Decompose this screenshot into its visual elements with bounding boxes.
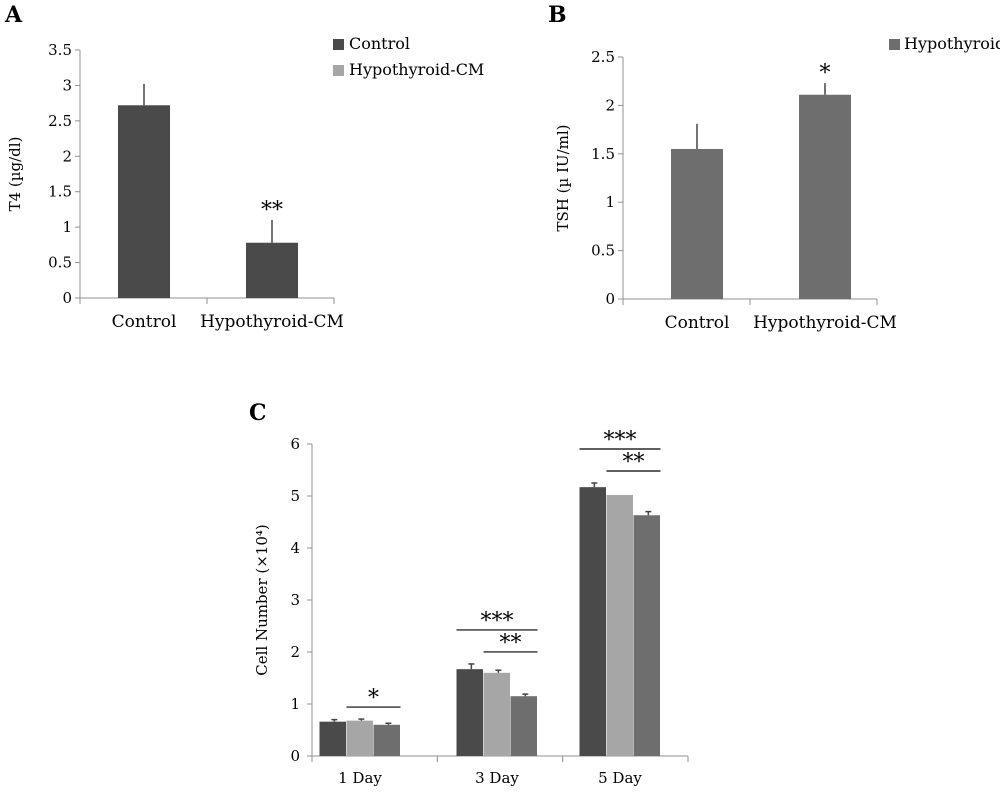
bar — [373, 724, 400, 756]
legend: Hypothyroid — [889, 34, 1000, 53]
y-tick-label: 1 — [62, 218, 72, 236]
y-tick-label: 1.5 — [48, 183, 72, 201]
y-tick-label: 0.5 — [591, 242, 615, 260]
panel-c: C 0 1 2 3 4 5 6 Cell Number (×10⁴) 1 Day 3 Day 5 Da… — [249, 400, 689, 787]
significance-label: *** — [481, 609, 514, 634]
y-tick-label: 6 — [290, 435, 300, 453]
panel-b: B 0 0.5 1 1.5 2 2.5 TSH (µ IU/ml) Control * Hypoth… — [548, 2, 1000, 333]
y-tick-label: 0 — [605, 290, 615, 308]
y-tick-label: 0 — [290, 747, 300, 765]
bar — [456, 669, 483, 756]
legend-label: Hypothyroid-CM — [349, 60, 484, 79]
legend-swatch — [333, 65, 344, 76]
bar — [633, 515, 660, 756]
bar — [799, 94, 851, 299]
y-tick-label: 5 — [290, 487, 300, 505]
x-tick-label: Control — [112, 312, 177, 332]
significance-label: ** — [500, 631, 522, 656]
y-tick-label: 2.5 — [48, 112, 72, 130]
significance-label: * — [820, 61, 831, 86]
x-tick-label: Hypothyroid-CM — [753, 313, 897, 333]
bar — [346, 720, 373, 756]
y-tick-label: 3.5 — [48, 41, 72, 59]
legend-swatch — [889, 39, 900, 50]
legend: Control Hypothyroid-CM — [333, 34, 484, 79]
bar — [579, 487, 606, 756]
x-tick-label: Hypothyroid-CM — [200, 312, 344, 332]
y-tick-label: 1 — [605, 193, 615, 211]
y-tick-label: 3 — [62, 76, 72, 94]
legend-label: Control — [349, 34, 410, 53]
y-tick-label: 0 — [62, 289, 72, 307]
y-axis-label: T4 (µg/dl) — [6, 137, 24, 212]
y-tick-label: 1 — [290, 695, 300, 713]
y-tick-label: 1.5 — [591, 145, 615, 163]
y-axis-label: Cell Number (×10⁴) — [253, 524, 271, 676]
panel-letter: A — [4, 2, 23, 28]
bar — [483, 672, 510, 756]
panel-letter: B — [548, 2, 567, 28]
y-tick-label: 3 — [290, 591, 300, 609]
bar — [671, 148, 723, 299]
y-tick-label: 2 — [290, 643, 300, 661]
x-tick-label: 1 Day — [338, 769, 382, 787]
bar — [246, 242, 298, 298]
significance-label: ** — [623, 450, 645, 475]
bar — [118, 105, 170, 298]
x-tick-label: Control — [665, 313, 730, 333]
y-tick-label: 2.5 — [591, 48, 615, 66]
y-tick-label: 2 — [62, 147, 72, 165]
significance-label: * — [368, 686, 379, 711]
legend-swatch — [333, 39, 344, 50]
panel-letter: C — [249, 400, 267, 426]
x-tick-label: 3 Day — [475, 769, 519, 787]
significance-label: ** — [261, 198, 283, 223]
significance-label: *** — [604, 428, 637, 453]
bar — [510, 696, 537, 756]
y-tick-label: 0.5 — [48, 254, 72, 272]
legend-label: Hypothyroid — [904, 34, 1000, 53]
bar — [319, 721, 346, 756]
y-tick-label: 2 — [605, 96, 615, 114]
bar — [606, 494, 633, 756]
panel-a: A 0 0.5 1 1.5 2 2.5 3 3.5 T4 (µg/dl) Control ** Hypo… — [4, 2, 484, 332]
x-tick-label: 5 Day — [598, 769, 642, 787]
y-tick-label: 4 — [290, 539, 300, 557]
y-axis-label: TSH (µ IU/ml) — [554, 125, 572, 232]
